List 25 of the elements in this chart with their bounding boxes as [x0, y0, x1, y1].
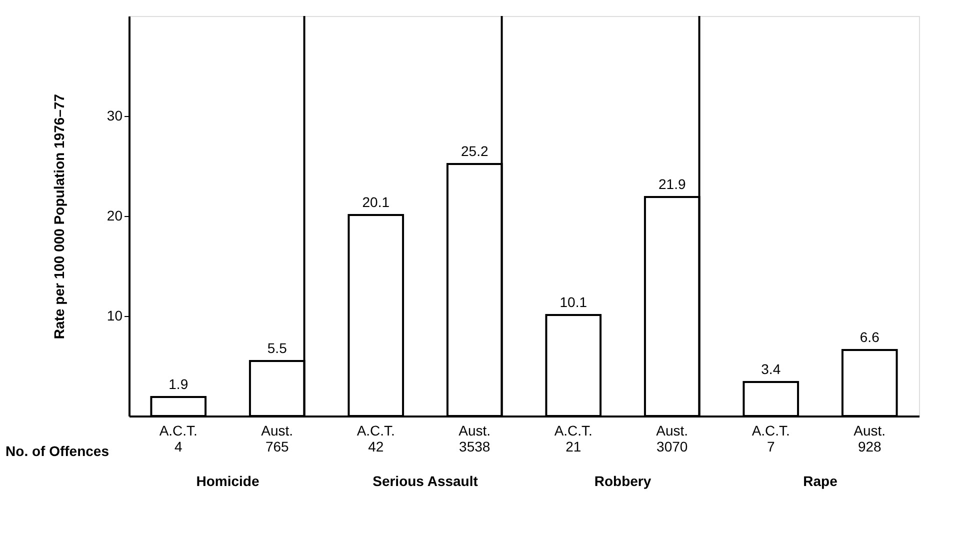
data-label: 6.6 — [860, 329, 880, 345]
y-axis-title: Rate per 100 000 Population 1976–77 — [50, 94, 67, 340]
data-label: 21.9 — [658, 176, 686, 192]
x-tick-label: A.C.T. 21 — [554, 422, 592, 454]
text: Homicide — [196, 473, 260, 489]
y-tick-label: 30 — [106, 108, 123, 124]
x-tick-label: A.C.T. 4 — [159, 422, 198, 454]
x-tick-label: Aust. 765 — [261, 422, 294, 454]
text: No. of Offences — [6, 443, 110, 459]
y-tick-label: 20 — [106, 208, 123, 224]
y-tick-label: 10 — [106, 308, 123, 324]
x-tick-label: Aust. 3538 — [458, 422, 491, 454]
data-label: 1.9 — [168, 376, 188, 392]
x-tick-label: Aust. 928 — [854, 422, 886, 454]
text: Rape — [803, 473, 838, 489]
x-tick-label: A.C.T. 7 — [752, 422, 790, 454]
data-label: 25.2 — [461, 143, 488, 159]
x-tick-label: A.C.T. 42 — [356, 422, 395, 454]
data-label: 3.4 — [761, 361, 781, 377]
x-tick-label: Aust. 3070 — [656, 422, 688, 454]
text: Serious Assault — [372, 473, 478, 489]
data-label: 20.1 — [362, 194, 390, 210]
data-label: 10.1 — [560, 294, 588, 310]
data-label: 5.5 — [267, 340, 288, 356]
text: Robbery — [594, 473, 652, 489]
